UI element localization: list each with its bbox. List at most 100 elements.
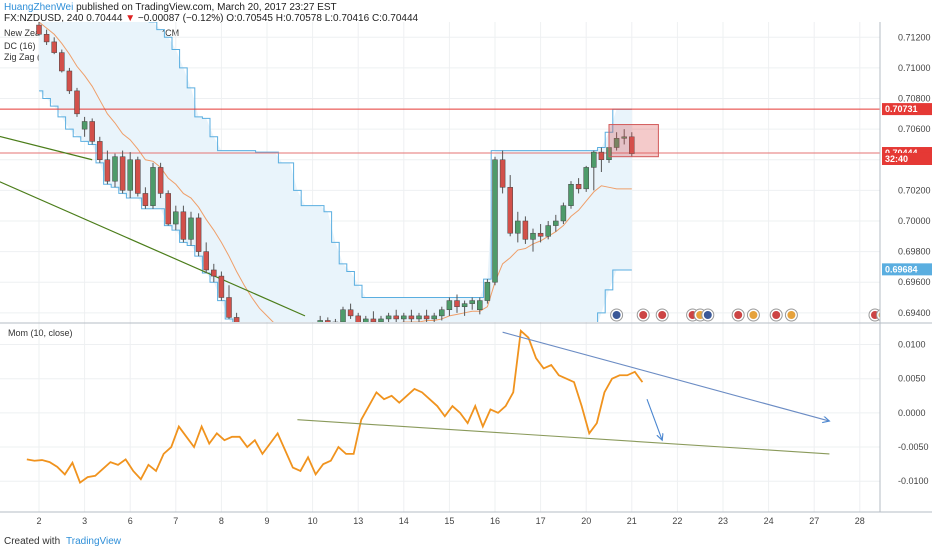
event-flag-icon[interactable] <box>876 309 889 321</box>
price-tag[interactable] <box>882 103 932 116</box>
symbol[interactable]: FX:NZDUSD, 240 <box>4 13 84 24</box>
axes: 0.694000.696000.698000.700000.702000.704… <box>0 22 932 526</box>
momentum-pane <box>26 329 830 485</box>
zigzag-lines <box>0 135 306 317</box>
candle-body <box>280 362 285 365</box>
time-tick-label: 23 <box>718 516 728 526</box>
candle-body <box>347 309 354 317</box>
candle-body <box>287 353 292 365</box>
momentum-line <box>26 329 644 485</box>
candle-body <box>195 217 202 252</box>
candle-body <box>492 159 498 283</box>
event-flag-dot <box>734 311 743 319</box>
candle-body <box>226 297 232 318</box>
candle-body <box>272 351 277 362</box>
ohlc-values: O:0.70545 H:0.70578 L:0.70416 C:0.70444 <box>226 13 419 24</box>
time-tick-label: 28 <box>855 516 865 526</box>
event-flag-dot <box>703 311 712 319</box>
price-tag-label: 0.70731 <box>885 104 918 114</box>
down-arrow-icon: ▼ <box>125 13 136 24</box>
candle-body <box>598 151 605 161</box>
candle-body <box>499 159 506 188</box>
candle-body <box>180 211 187 240</box>
candle-body <box>591 151 597 168</box>
candle-body <box>378 318 384 322</box>
candle-body <box>370 318 377 322</box>
mom-tick-label: 0.0100 <box>898 340 926 350</box>
candle-body <box>89 121 95 142</box>
highlight-box[interactable] <box>608 124 659 158</box>
price-tag[interactable] <box>882 263 932 276</box>
candle-body <box>242 337 247 346</box>
price-tag[interactable] <box>882 152 932 165</box>
candle-body <box>484 281 491 301</box>
last-price: 0.70444 <box>86 13 123 24</box>
candle-body <box>150 167 156 206</box>
event-icons[interactable] <box>610 308 889 322</box>
time-tick-label: 21 <box>627 516 637 526</box>
candle-body <box>317 320 323 322</box>
price-tick-label: 0.69400 <box>898 308 931 318</box>
candle-body <box>363 318 369 322</box>
price-tick-label: 0.70000 <box>898 216 931 226</box>
trend-line <box>297 419 830 455</box>
publish-info: published on TradingView.com, March 20, … <box>76 2 337 13</box>
time-tick-label: 9 <box>264 516 269 526</box>
candle-body <box>257 359 262 365</box>
candle-body <box>112 156 118 182</box>
candle-body <box>157 167 164 194</box>
candle-body <box>81 121 88 130</box>
candle-body <box>469 300 475 304</box>
candle-body <box>74 90 80 115</box>
candle-body <box>218 275 225 298</box>
candle-body <box>393 315 399 320</box>
candle-body <box>568 183 574 206</box>
symbol-line: FX:NZDUSD, 240 0.70444 ▼ −0.00087 (−0.12… <box>4 13 418 24</box>
candle-body <box>408 315 415 320</box>
zigzag-line <box>0 181 306 317</box>
tradingview-logo[interactable]: TradingView <box>66 536 122 547</box>
candle-body <box>59 52 65 72</box>
candle-body <box>454 300 460 307</box>
candle-body <box>135 159 141 194</box>
candle-body <box>621 136 627 139</box>
trend-arrow <box>502 331 830 421</box>
highlight-rectangle[interactable] <box>608 124 659 158</box>
price-tick-label: 0.70200 <box>898 185 931 195</box>
time-tick-label: 7 <box>173 516 178 526</box>
time-tick-label: 15 <box>444 516 454 526</box>
candle-body <box>249 346 254 358</box>
mom-tick-label: -0.0050 <box>898 442 929 452</box>
author-link[interactable]: HuangZhenWei <box>4 2 74 13</box>
price-tick-label: 0.71200 <box>898 32 931 42</box>
channel-upper-line <box>148 22 632 299</box>
candle-body <box>340 309 346 322</box>
publish-line: HuangZhenWei published on TradingView.co… <box>4 2 337 13</box>
candle-body <box>545 225 551 237</box>
event-flag-dot <box>658 311 667 319</box>
time-tick-label: 20 <box>581 516 591 526</box>
price-tick-label: 0.70800 <box>898 94 931 104</box>
candle-body <box>142 193 149 206</box>
chart-canvas[interactable]: 0.69400 0.69600 0.69800 0.70000 0.70200 0.704… <box>0 0 932 532</box>
candle-body <box>36 24 42 35</box>
price-tick-label: 0.69600 <box>898 277 931 287</box>
momentum-title[interactable]: Mom (10, close) <box>8 328 73 338</box>
candle-body <box>119 156 126 191</box>
time-tick-label: 22 <box>672 516 682 526</box>
candle-body <box>303 331 308 340</box>
time-tick-label: 6 <box>128 516 133 526</box>
candle-body <box>431 315 437 320</box>
price-tick-label: 0.70600 <box>898 124 931 134</box>
candle-body <box>104 159 111 182</box>
footer: Created with TradingView <box>0 532 932 550</box>
candle-body <box>522 220 529 240</box>
trend-arrow <box>646 399 662 440</box>
donchian-label[interactable]: DC (16) <box>4 41 36 51</box>
candle-body <box>423 315 430 320</box>
time-tick-label: 8 <box>219 516 224 526</box>
time-tick-label: 27 <box>809 516 819 526</box>
candle-body <box>325 320 331 322</box>
created-with: Created with <box>4 536 61 547</box>
candle-body <box>613 138 620 148</box>
